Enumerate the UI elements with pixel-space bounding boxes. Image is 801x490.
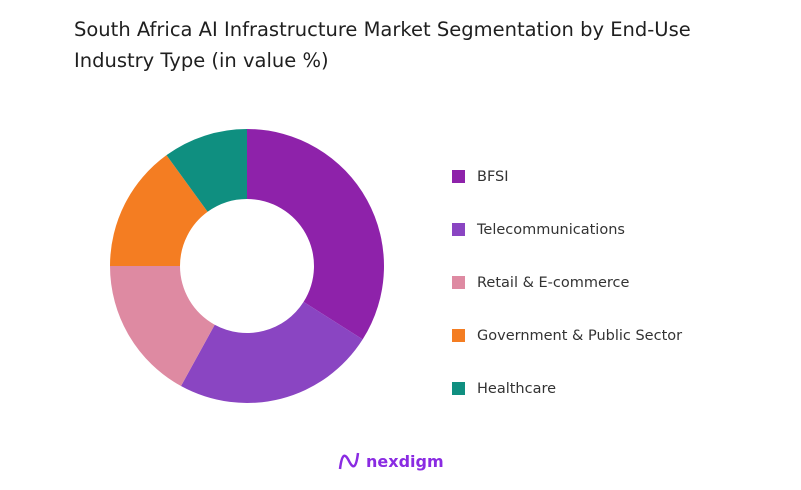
legend-item: Government & Public Sector [452, 309, 682, 362]
legend-item: BFSI [452, 150, 682, 203]
slice-government-public-sector [110, 155, 208, 266]
legend-label: BFSI [477, 168, 509, 185]
legend-label: Government & Public Sector [477, 327, 683, 344]
legend-swatch [452, 170, 465, 183]
legend-label: Telecommunications [477, 221, 625, 238]
logo-wave-icon [338, 452, 360, 470]
legend-swatch [452, 382, 465, 395]
legend-item: Telecommunications [452, 203, 682, 256]
legend-swatch [452, 276, 465, 289]
slice-retail-e-commerce [110, 266, 215, 387]
slice-telecommunications [180, 301, 363, 404]
legend-swatch [452, 329, 465, 342]
legend-item: Healthcare [452, 362, 682, 415]
chart-title: South Africa AI Infrastructure Market Se… [74, 18, 691, 72]
legend: BFSI Telecommunications Retail & E-commerc… [452, 150, 682, 415]
legend-swatch [452, 223, 465, 236]
slice-bfsi [247, 129, 384, 340]
slice-healthcare [166, 129, 247, 212]
brand-name: nexdigm [366, 451, 444, 471]
legend-label: Healthcare [477, 380, 557, 397]
legend-label: Retail & E-commerce [477, 274, 630, 291]
legend-item: Retail & E-commerce [452, 256, 682, 309]
nexdigm-logo: nexdigm [338, 451, 444, 471]
